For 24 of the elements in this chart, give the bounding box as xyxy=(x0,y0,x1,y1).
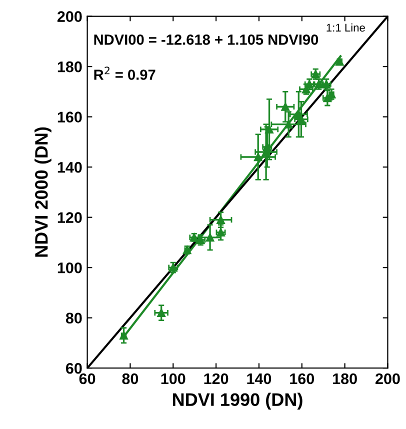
x-tick-label: 200 xyxy=(376,373,400,384)
y-tick-label: 60 xyxy=(66,362,82,374)
x-axis-title: NDVI 1990 (DN) xyxy=(173,392,302,410)
x-tick-label: 60 xyxy=(79,373,96,384)
x-tick-label: 180 xyxy=(333,373,357,384)
y-tick-label: 120 xyxy=(58,212,82,224)
y-tick-label: 80 xyxy=(66,312,82,324)
y-tick-label: 100 xyxy=(58,262,82,274)
y-tick-label: 140 xyxy=(58,162,82,173)
y-tick-label: 180 xyxy=(58,61,82,72)
x-tick-label: 100 xyxy=(161,373,186,384)
annotation: 1:1 Line xyxy=(326,23,365,32)
x-tick-label: 160 xyxy=(290,373,314,384)
point xyxy=(254,152,262,162)
x-tick-label: 120 xyxy=(204,373,228,384)
point xyxy=(297,115,306,124)
point xyxy=(157,308,166,317)
annotation: NDVI00 = -12.618 + 1.105 NDVI90 xyxy=(94,34,318,45)
y-axis-title: NDVI 2000 (DN) xyxy=(34,127,52,257)
y-tick-label: 160 xyxy=(58,112,82,122)
y-tick-label: 200 xyxy=(57,11,82,22)
x-tick-label: 80 xyxy=(122,373,138,384)
annotation: R$^{2}$ = 0.97 xyxy=(94,66,156,80)
x-tick-label: 140 xyxy=(247,373,272,384)
